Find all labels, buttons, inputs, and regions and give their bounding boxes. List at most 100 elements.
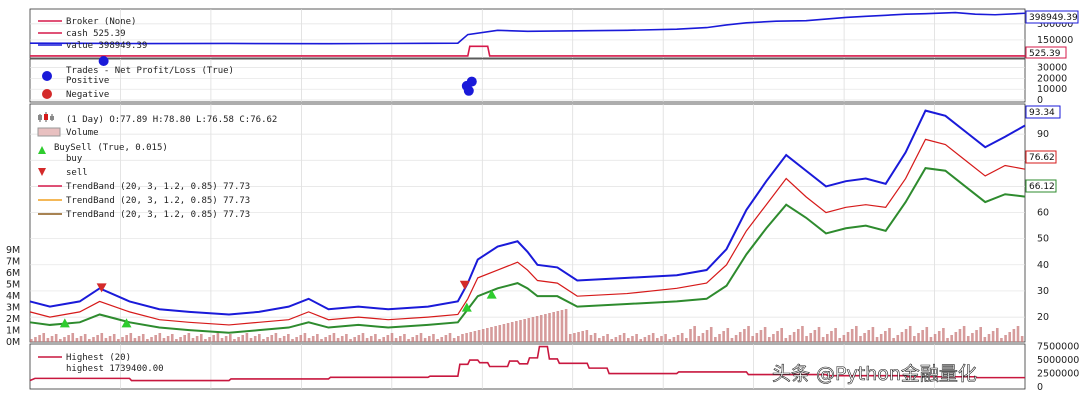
volume-bar bbox=[46, 338, 50, 342]
volume-bar bbox=[971, 333, 974, 342]
trades-legend: Trades - Net Profit/Loss (True) Positive… bbox=[42, 66, 234, 100]
lower-band-tag: 66.12 bbox=[1029, 182, 1055, 192]
volume-bar bbox=[606, 334, 609, 342]
trades-ytick: 20000 bbox=[1037, 73, 1067, 84]
volume-bar bbox=[407, 339, 410, 342]
volume-bar bbox=[552, 312, 555, 342]
volume-bar bbox=[274, 333, 278, 342]
highest-legend: Highest (20) highest 1739400.00 bbox=[38, 353, 164, 374]
price-close-line bbox=[29, 138, 1026, 326]
legend-sell-label: sell bbox=[66, 168, 88, 178]
volume-bar bbox=[92, 337, 95, 342]
price-ytick: 30 bbox=[1037, 286, 1049, 297]
volume-bar bbox=[519, 320, 522, 342]
volume-bar bbox=[660, 336, 663, 342]
volume-bar bbox=[42, 333, 46, 342]
volume-bar bbox=[494, 326, 497, 342]
price-ytick: 90 bbox=[1037, 129, 1049, 140]
cash-tag-box bbox=[1025, 46, 1067, 59]
volume-bar bbox=[618, 335, 622, 342]
broker-ytick: 150000 bbox=[1037, 35, 1073, 46]
price-ytick: 40 bbox=[1037, 260, 1049, 271]
trade-positive-point bbox=[463, 85, 474, 96]
broker-panel: Broker (None) cash 525.39 value 398949.3… bbox=[29, 10, 1079, 59]
trade-positive-point bbox=[466, 76, 477, 87]
volume-bar bbox=[469, 332, 473, 342]
volume-bar bbox=[568, 334, 572, 342]
volume-bar bbox=[320, 339, 323, 342]
volume-bar bbox=[170, 334, 174, 342]
value-tag-box bbox=[1025, 10, 1079, 24]
volume-bar bbox=[241, 335, 245, 342]
volume-bar bbox=[336, 338, 340, 342]
volume-bar bbox=[212, 335, 216, 342]
volume-bar bbox=[1012, 329, 1016, 342]
volume-bar bbox=[75, 338, 79, 342]
volume-bar bbox=[291, 339, 294, 342]
volume-bar bbox=[303, 333, 307, 342]
volume-bar bbox=[266, 337, 269, 342]
legend-highest-value: highest 1739400.00 bbox=[66, 364, 164, 374]
volume-ytick: 9M bbox=[6, 245, 20, 256]
legend-buysell-marker bbox=[38, 146, 46, 154]
volume-bar bbox=[622, 333, 626, 342]
volume-bar bbox=[54, 334, 58, 342]
volume-bar bbox=[125, 335, 128, 342]
legend-negative-marker bbox=[42, 89, 52, 99]
volume-bar bbox=[726, 328, 730, 342]
volume-bar bbox=[548, 313, 551, 342]
volume-bar bbox=[365, 338, 369, 342]
volume-bar bbox=[216, 333, 220, 342]
volume-bar bbox=[465, 333, 468, 342]
volume-bar bbox=[349, 339, 352, 342]
volume-ytick: 7M bbox=[6, 257, 20, 268]
volume-ytick: 3M bbox=[6, 303, 20, 314]
legend-trendband-mid: TrendBand (20, 3, 1.2, 0.85) 77.73 bbox=[66, 182, 250, 192]
highest-ytick: 0 bbox=[1037, 382, 1043, 393]
volume-bar bbox=[382, 337, 385, 342]
volume-bar bbox=[639, 339, 643, 342]
volume-bars bbox=[30, 309, 1024, 342]
volume-bar bbox=[535, 316, 539, 342]
volume-ytick: 5M bbox=[6, 280, 20, 291]
volume-bar bbox=[233, 339, 236, 342]
legend-trades-title: Trades - Net Profit/Loss (True) bbox=[66, 66, 234, 76]
volume-ytick: 2M bbox=[6, 314, 20, 325]
volume-bar bbox=[647, 335, 651, 342]
volume-bar bbox=[477, 330, 481, 342]
price-panel: (1 Day) O:77.89 H:78.80 L:76.58 C:76.62 … bbox=[6, 105, 1061, 348]
volume-bar bbox=[117, 339, 120, 342]
legend-broker-title: Broker (None) bbox=[66, 17, 136, 27]
volume-bar bbox=[166, 336, 170, 342]
volume-ytick: 0M bbox=[6, 337, 20, 348]
volume-bar bbox=[950, 335, 953, 342]
volume-bar bbox=[863, 333, 866, 342]
volume-bar bbox=[821, 337, 825, 342]
volume-bar bbox=[610, 339, 614, 342]
volume-bar bbox=[30, 339, 33, 342]
volume-bar bbox=[689, 329, 692, 342]
volume-bar bbox=[697, 336, 701, 342]
volume-bar bbox=[962, 326, 966, 342]
volume-bar bbox=[826, 334, 829, 342]
volume-bar bbox=[1016, 326, 1020, 342]
volume-bar bbox=[229, 334, 232, 342]
volume-bar bbox=[432, 334, 435, 342]
volume-bar bbox=[436, 339, 439, 342]
price-ytick: 50 bbox=[1037, 234, 1049, 245]
volume-bar bbox=[979, 327, 982, 342]
volume-bar bbox=[817, 327, 821, 342]
volume-bar bbox=[776, 331, 779, 342]
volume-bar bbox=[680, 333, 684, 342]
volume-bar bbox=[258, 334, 261, 342]
volume-bar bbox=[656, 338, 659, 342]
lower-band-tag-box bbox=[1025, 179, 1057, 193]
volume-bar bbox=[651, 333, 655, 342]
volume-bar bbox=[59, 339, 62, 342]
volume-bar bbox=[403, 334, 406, 342]
legend-trendband-up: TrendBand (20, 3, 1.2, 0.85) 77.73 bbox=[66, 196, 250, 206]
volume-bar bbox=[929, 337, 933, 342]
volume-bar bbox=[734, 335, 738, 342]
volume-bar bbox=[369, 336, 373, 342]
volume-bar bbox=[788, 335, 792, 342]
